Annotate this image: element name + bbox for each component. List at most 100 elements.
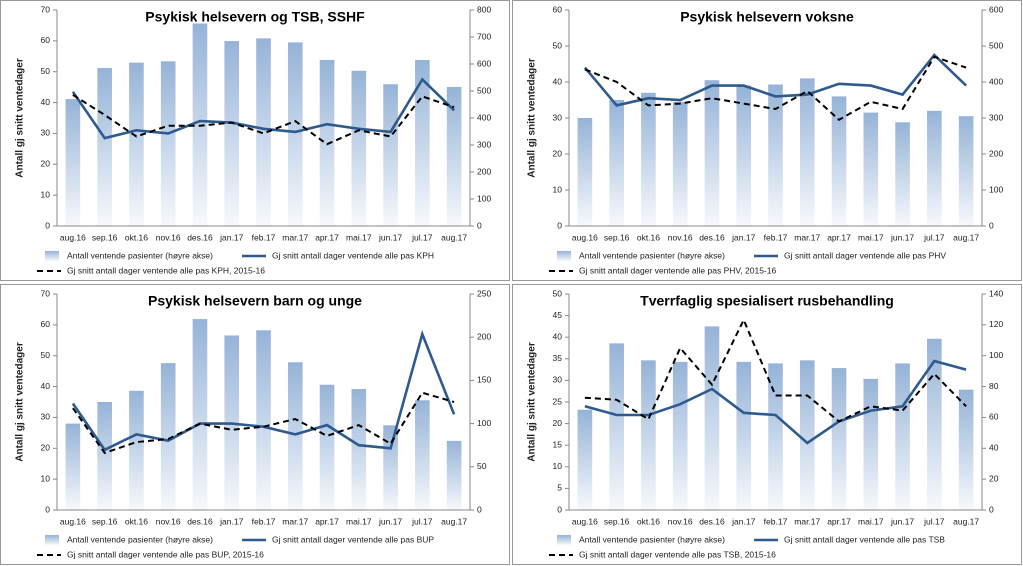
x-tick-label: apr.17	[315, 232, 339, 242]
x-tick-label: jun.17	[890, 516, 914, 526]
x-tick-label: okt.16	[637, 516, 660, 526]
x-tick-label: jan.17	[219, 232, 243, 242]
bar	[287, 42, 303, 227]
bar	[192, 319, 208, 510]
y-tick-label: 5	[557, 483, 562, 493]
x-tick-label: des.16	[699, 232, 725, 242]
x-tick-label: des.16	[187, 232, 213, 242]
y-tick-label: 0	[45, 220, 50, 230]
bar	[641, 92, 656, 226]
bar	[160, 363, 176, 510]
bar	[927, 338, 942, 510]
legend-label: Gj snitt antall dager ventende alle pas …	[67, 265, 265, 275]
legend-label: Gj snitt antall dager ventende alle pas …	[272, 250, 434, 260]
x-tick-label: mai.17	[858, 232, 884, 242]
bar	[641, 360, 656, 510]
x-tick-label: aug.16	[572, 516, 598, 526]
line-series	[584, 359, 967, 445]
bar	[446, 440, 462, 510]
x-tick-label: mar.17	[794, 232, 820, 242]
chart-title: Tverrfaglig spesialisert rusbehandling	[640, 293, 894, 309]
y2-tick-label: 300	[477, 139, 491, 149]
x-tick-label: sep.16	[604, 516, 630, 526]
bar	[129, 62, 144, 227]
chart-title: Psykisk helsevern voksne	[680, 9, 854, 25]
x-tick-label: mai.17	[346, 232, 372, 242]
y2-tick-label: 0	[477, 504, 482, 514]
y-tick-label: 60	[41, 35, 51, 45]
x-tick-label: jun.17	[890, 232, 914, 242]
bar	[97, 68, 112, 226]
bar	[97, 402, 112, 510]
x-tick-label: nov.16	[156, 516, 181, 526]
x-tick-label: apr.17	[827, 516, 851, 526]
x-tick-label: aug.16	[572, 232, 598, 242]
legend-label: Gj snitt antall dager ventende alle pas …	[784, 534, 945, 544]
x-tick-label: jan.17	[731, 516, 755, 526]
legend-swatch	[557, 251, 571, 261]
chart-panel: Psykisk helsevern og TSB, SSHF Antall gj …	[0, 0, 510, 281]
bar	[160, 61, 176, 226]
bar	[768, 363, 783, 510]
bar	[256, 38, 271, 226]
chart-panel: Psykisk helsevern barn og unge Antall gj …	[0, 284, 510, 565]
legend-label: Gj snitt antall dager ventende alle pas …	[579, 549, 776, 559]
x-tick-label: jun.17	[378, 232, 402, 242]
x-tick-label: sep.16	[92, 232, 118, 242]
x-tick-label: okt.16	[637, 232, 660, 242]
y-tick-label: 60	[41, 319, 51, 329]
x-tick-label: mar.17	[282, 516, 308, 526]
bar	[383, 84, 398, 226]
x-tick-label: aug.17	[441, 232, 467, 242]
x-tick-label: okt.16	[125, 516, 148, 526]
legend-label: Gj snitt antall dager ventende alle pas …	[784, 250, 946, 260]
bar	[768, 84, 783, 227]
line-series	[71, 77, 456, 140]
y-tick-label: 30	[553, 112, 563, 122]
y2-tick-label: 600	[477, 58, 491, 68]
x-tick-label: jun.17	[378, 516, 402, 526]
y-axis-label: Antall gj snitt ventedager	[15, 58, 26, 178]
x-tick-label: okt.16	[125, 232, 148, 242]
y2-tick-label: 140	[989, 288, 1003, 298]
bar	[799, 360, 815, 510]
y2-tick-label: 800	[477, 4, 491, 14]
y-tick-label: 25	[553, 396, 563, 406]
y-tick-label: 10	[41, 189, 51, 199]
y-tick-label: 0	[45, 504, 50, 514]
legend-swatch	[45, 535, 59, 545]
y-tick-label: 0	[557, 504, 562, 514]
bar	[736, 361, 752, 510]
line-series	[583, 53, 968, 107]
legend-label: Gj snitt antall dager ventende alle pas …	[67, 549, 264, 559]
x-tick-label: feb.17	[252, 232, 276, 242]
bar	[351, 389, 367, 510]
bar	[831, 368, 847, 510]
y-tick-label: 0	[557, 220, 562, 230]
x-tick-label: jul.17	[923, 516, 945, 526]
legend-label: Gj snitt antall dager ventende alle pas …	[579, 265, 776, 275]
y2-tick-label: 200	[989, 148, 1003, 158]
bar	[287, 362, 303, 510]
y-tick-label: 40	[41, 381, 51, 391]
bar	[256, 330, 271, 510]
y2-tick-label: 100	[477, 193, 491, 203]
x-tick-label: aug.17	[953, 516, 979, 526]
bar	[319, 59, 335, 227]
x-tick-label: mar.17	[282, 232, 308, 242]
y2-tick-label: 120	[989, 319, 1003, 329]
y-axis-label: Antall gj snitt ventedager	[527, 58, 538, 178]
y2-tick-label: 600	[989, 4, 1003, 14]
bar	[927, 110, 942, 226]
x-tick-label: jan.17	[731, 232, 755, 242]
y-tick-label: 20	[553, 418, 563, 428]
y-axis-label: Antall gj snitt ventedager	[527, 342, 538, 462]
y2-tick-label: 0	[989, 504, 994, 514]
y2-tick-label: 100	[477, 418, 491, 428]
bar	[319, 384, 335, 510]
y-tick-label: 50	[41, 66, 51, 76]
x-tick-label: aug.16	[60, 516, 86, 526]
x-tick-label: des.16	[699, 516, 725, 526]
x-tick-label: aug.16	[60, 232, 86, 242]
